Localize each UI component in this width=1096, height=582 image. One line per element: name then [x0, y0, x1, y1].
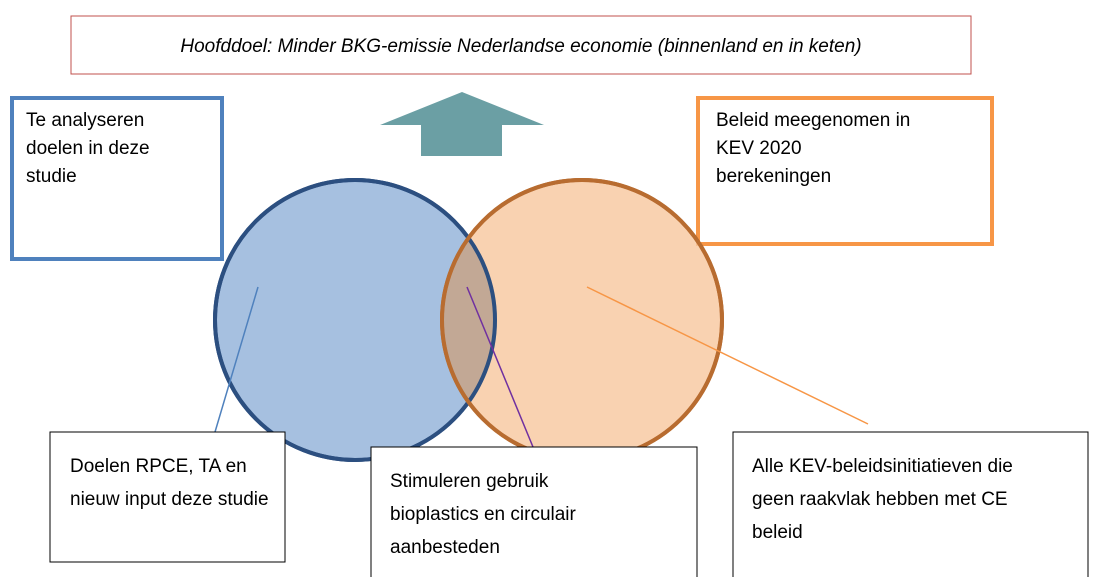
box — [370, 446, 698, 577]
title-box — [70, 15, 972, 75]
title: Hoofddoel: Minder BKG-emissie Nederlands… — [180, 36, 861, 57]
overlap — [443, 240, 495, 400]
box-label: Beleid meegenomen in — [716, 110, 910, 131]
connector — [466, 286, 534, 448]
box-label: doelen in deze — [26, 138, 150, 159]
arrow-up — [380, 92, 544, 156]
box-label: Doelen RPCE, TA en — [70, 456, 247, 477]
connector — [214, 286, 259, 433]
box-label: geen raakvlak hebben met CE — [752, 489, 1008, 510]
box-label: Te analyseren — [26, 110, 144, 131]
box-label: KEV 2020 — [716, 138, 802, 159]
box-label: Alle KEV-beleidsinitiatieven die — [752, 456, 1013, 477]
box-label: studie — [26, 166, 77, 187]
box-label: bioplastics en circulair — [390, 504, 577, 525]
box — [49, 431, 286, 563]
circle-blue-outline — [213, 178, 497, 462]
box-label: berekeningen — [716, 166, 831, 187]
box — [732, 431, 1089, 577]
connector — [586, 286, 869, 425]
box-label: Stimuleren gebruik — [390, 471, 549, 492]
box-orange — [696, 96, 994, 246]
box-blue — [10, 96, 224, 261]
box-label: nieuw input deze studie — [70, 489, 269, 510]
box-label: aanbesteden — [390, 537, 500, 558]
box-label: beleid — [752, 522, 803, 543]
